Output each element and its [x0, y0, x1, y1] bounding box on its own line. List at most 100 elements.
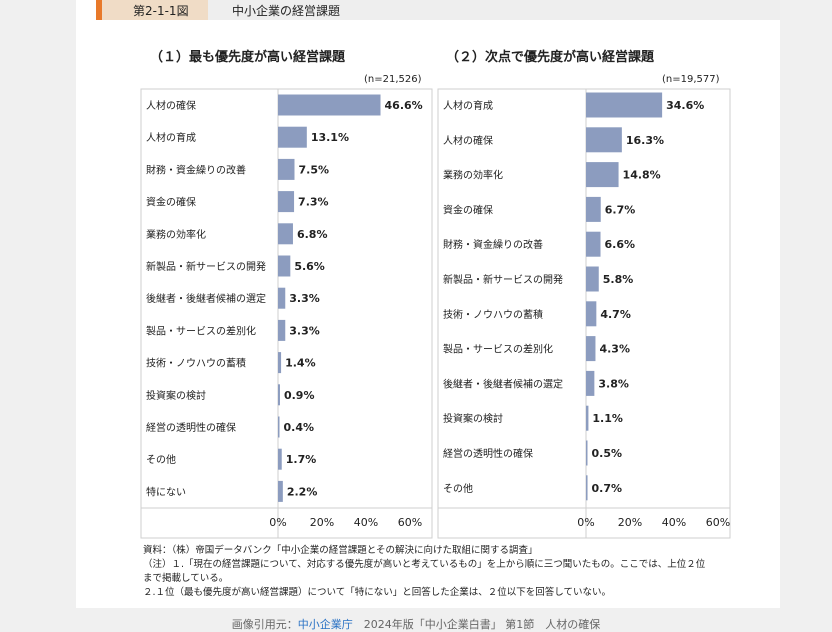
note-2: ２.１位（最も優先度が高い経営課題）について「特にない」と回答した企業は、２位以…: [143, 587, 611, 598]
chart1-bar: [278, 416, 280, 438]
chart2-bar: [586, 162, 619, 188]
credit-link[interactable]: 中小企業庁: [297, 618, 353, 631]
chart2-category-label: 資金の確保: [443, 203, 493, 216]
chart2-tick-label: 20%: [618, 516, 642, 529]
chart1-bar: [278, 191, 295, 213]
chart1-bar: [278, 319, 286, 341]
chart1-category-label: 人材の育成: [146, 131, 196, 144]
chart2-value-label: 3.8%: [598, 377, 629, 390]
chart1-category-label: 新製品・新サービスの開発: [146, 260, 266, 273]
chart2-frame: [437, 88, 731, 539]
chart1-tick-label: 0%: [269, 516, 286, 529]
chart1-category-label: 経営の透明性の確保: [146, 421, 236, 434]
image-credit: 画像引用元：中小企業庁 2024年版「中小企業白書」 第1節 人材の確保: [0, 616, 832, 632]
chart2-tick-label: 60%: [706, 516, 730, 529]
chart2-category-label: 経営の透明性の確保: [443, 447, 533, 460]
chart2-value-label: 34.6%: [666, 99, 704, 112]
chart2-bar: [586, 405, 589, 431]
chart1-bar: [278, 480, 283, 502]
chart1-bar: [278, 448, 282, 470]
chart1-bar: [278, 158, 295, 180]
chart2-bar: [586, 440, 588, 466]
chart1-bar: [278, 287, 286, 309]
chart1-value-label: 6.8%: [297, 228, 328, 241]
chart1-value-label: 13.1%: [311, 131, 349, 144]
chart1-value-label: 46.6%: [385, 99, 423, 112]
chart1-title: （１）最も優先度が高い経営課題: [150, 50, 346, 65]
chart2-value-label: 14.8%: [623, 169, 661, 182]
chart1-value-label: 0.9%: [284, 389, 315, 402]
chart2-category-label: 投資案の検討: [443, 412, 503, 425]
chart2-category-label: 新製品・新サービスの開発: [443, 273, 563, 286]
chart1-category-label: 特にない: [146, 486, 186, 498]
credit-prefix: 画像引用元：: [231, 618, 298, 631]
chart1-value-label: 2.2%: [287, 485, 318, 498]
chart1-value-label: 7.5%: [299, 163, 330, 176]
credit-suffix: 2024年版「中小企業白書」 第1節 人材の確保: [352, 618, 601, 631]
chart1-tick-label: 20%: [310, 516, 334, 529]
chart2-value-label: 6.7%: [605, 203, 636, 216]
chart1-tick-label: 60%: [398, 516, 422, 529]
chart1-value-label: 1.7%: [286, 453, 317, 466]
chart2-category-label: 人材の確保: [443, 134, 493, 147]
chart2-category-label: 財務・資金繰りの改善: [443, 238, 543, 251]
chart2-value-label: 1.1%: [592, 412, 623, 425]
chart2-bar: [586, 336, 596, 362]
chart2-bar: [586, 231, 601, 257]
note-source: 資料：（株）帝国データバンク「中小企業の経営課題とその解決に向けた取組に関する調…: [143, 545, 538, 556]
chart2-value-label: 0.7%: [592, 482, 623, 495]
chart2-bar: [586, 266, 599, 292]
figure-number-tag: 第2-1-1図: [96, 0, 208, 20]
figure-panel: [76, 0, 780, 608]
chart1-category-label: 業務の効率化: [146, 228, 206, 241]
chart2-category-label: 製品・サービスの差別化: [443, 343, 553, 356]
chart2-value-label: 0.5%: [592, 447, 623, 460]
chart2-tick-label: 0%: [577, 516, 594, 529]
chart1-frame: [140, 88, 433, 539]
note-1a: （注）１.「現在の経営課題について、対応する優先度が高いと考えているもの」を上か…: [143, 559, 706, 570]
chart2-n-label: (n=19,577): [662, 74, 720, 85]
chart2-bar: [586, 92, 663, 118]
chart2-value-label: 5.8%: [603, 273, 634, 286]
chart2-title: （２）次点で優先度が高い経営課題: [446, 50, 655, 65]
chart1-category-label: 資金の確保: [146, 196, 196, 209]
chart2-bar: [586, 127, 622, 153]
chart1-category-label: 製品・サービスの差別化: [146, 324, 256, 337]
chart2-value-label: 16.3%: [626, 134, 664, 147]
note-1b: まで掲載している。: [143, 573, 229, 584]
chart1-bar: [278, 126, 307, 148]
chart1-value-label: 7.3%: [298, 196, 329, 209]
chart1-category-label: 人材の確保: [146, 99, 196, 112]
chart2-value-label: 4.3%: [599, 343, 630, 356]
figure-title: 中小企業の経営課題: [232, 4, 341, 18]
chart2-bar: [586, 196, 601, 222]
figure-header: 第2-1-1図 中小企業の経営課題: [96, 0, 780, 20]
chart1-bar: [278, 223, 293, 245]
chart1-value-label: 3.3%: [289, 292, 320, 305]
chart1-bar: [278, 352, 282, 374]
chart2-value-label: 4.7%: [600, 308, 631, 321]
chart2-value-label: 6.6%: [605, 238, 636, 251]
chart1-tick-label: 40%: [354, 516, 378, 529]
chart1-category-label: 投資案の検討: [146, 389, 206, 402]
chart2-category-label: その他: [443, 482, 473, 495]
chart2-tick-label: 40%: [662, 516, 686, 529]
figure-number: 第2-1-1図: [133, 4, 189, 18]
chart1-bar: [278, 94, 381, 116]
chart2-category-label: 技術・ノウハウの蓄積: [443, 308, 543, 321]
chart1-bar: [278, 384, 280, 406]
chart1-value-label: 3.3%: [289, 324, 320, 337]
chart2-bar: [586, 301, 597, 327]
chart1-category-label: 財務・資金繰りの改善: [146, 163, 246, 176]
chart2-bar: [586, 475, 588, 501]
chart1-value-label: 1.4%: [285, 357, 316, 370]
chart2-category-label: 人材の育成: [443, 99, 493, 112]
chart2-category-label: 後継者・後継者候補の選定: [443, 377, 563, 390]
chart1-value-label: 5.6%: [294, 260, 325, 273]
chart1-n-label: (n=21,526): [364, 74, 422, 85]
notes: 資料：（株）帝国データバンク「中小企業の経営課題とその解決に向けた取組に関する調…: [143, 544, 743, 600]
chart1-value-label: 0.4%: [284, 421, 315, 434]
chart2-category-label: 業務の効率化: [443, 169, 503, 182]
chart1-category-label: 後継者・後継者候補の選定: [146, 292, 266, 305]
